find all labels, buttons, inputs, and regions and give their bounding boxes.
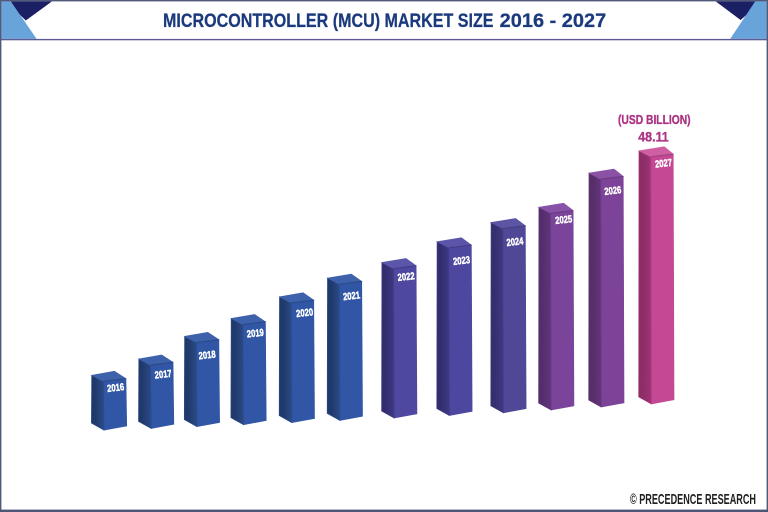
svg-text:2022: 2022 bbox=[397, 270, 415, 283]
svg-text:(USD BILLION): (USD BILLION) bbox=[618, 113, 691, 127]
svg-text:2019: 2019 bbox=[246, 327, 264, 340]
svg-text:2021: 2021 bbox=[342, 289, 360, 302]
svg-text:2020: 2020 bbox=[296, 306, 314, 319]
svg-text:2017: 2017 bbox=[154, 368, 172, 381]
svg-text:2027: 2027 bbox=[654, 157, 672, 170]
svg-text:2016 - 2027: 2016 - 2027 bbox=[500, 11, 607, 32]
svg-text:48.11: 48.11 bbox=[638, 130, 669, 146]
svg-text:MICROCONTROLLER (MCU) MARKET S: MICROCONTROLLER (MCU) MARKET SIZE bbox=[163, 11, 494, 32]
svg-text:2016: 2016 bbox=[107, 381, 125, 394]
svg-text:2023: 2023 bbox=[452, 254, 470, 267]
svg-text:2026: 2026 bbox=[604, 184, 622, 197]
svg-text:2018: 2018 bbox=[198, 348, 216, 361]
svg-text:© PRECEDENCE RESEARCH: © PRECEDENCE RESEARCH bbox=[630, 491, 756, 508]
svg-text:2024: 2024 bbox=[506, 235, 524, 248]
svg-text:2025: 2025 bbox=[555, 213, 573, 226]
